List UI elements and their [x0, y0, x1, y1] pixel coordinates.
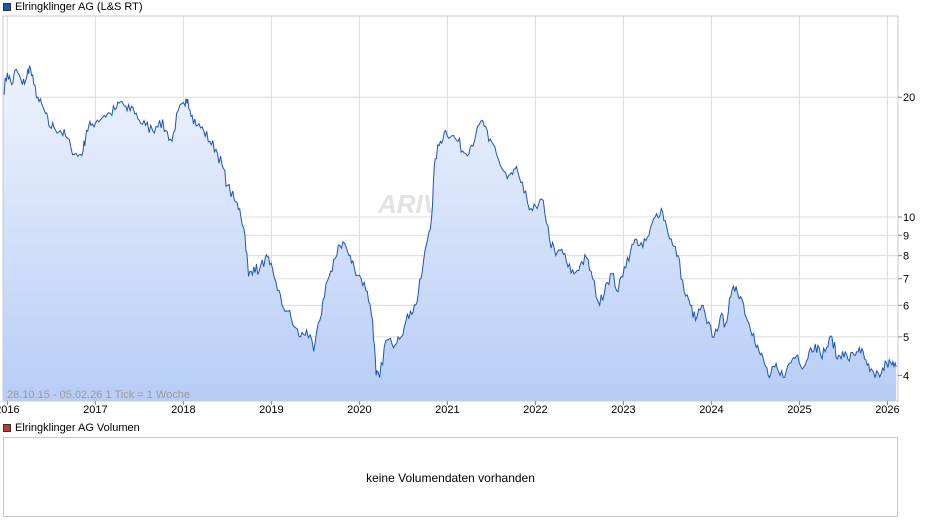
y-tick-label: 10: [903, 212, 915, 224]
y-axis-ticks: 4 5 6 7 8 9 10 20: [898, 92, 915, 382]
volume-legend-label: Elringklinger AG Volumen: [15, 422, 140, 434]
price-legend-swatch: [3, 3, 11, 11]
x-tick-label: 2018: [171, 404, 195, 416]
x-tick-label: 2021: [435, 404, 459, 416]
x-tick-label: 2020: [347, 404, 371, 416]
y-tick-label: 7: [903, 274, 909, 286]
x-tick-label: 2019: [259, 404, 283, 416]
price-area: [3, 65, 897, 401]
price-legend: Elringklinger AG (L&S RT): [3, 0, 143, 14]
x-tick-label: 2026: [875, 404, 899, 416]
y-tick-label: 20: [903, 92, 915, 104]
volume-legend-swatch: [3, 424, 11, 432]
x-tick-label: 2022: [523, 404, 547, 416]
price-legend-label: Elringklinger AG (L&S RT): [15, 1, 143, 13]
range-info: 28.10.15 - 05.02.26 1 Tick = 1 Woche: [7, 389, 190, 401]
volume-legend: Elringklinger AG Volumen: [3, 421, 140, 435]
y-tick-label: 9: [903, 230, 909, 242]
plot-frame: [2, 15, 899, 402]
x-tick-label: 2017: [83, 404, 107, 416]
volume-chart: keine Volumendaten vorhanden: [3, 437, 898, 517]
x-tick-label: 2024: [699, 404, 723, 416]
volume-empty-message: keine Volumendaten vorhanden: [366, 471, 535, 485]
y-tick-label: 6: [903, 300, 909, 312]
x-tick-label: 2025: [787, 404, 811, 416]
price-line: [2, 65, 897, 379]
x-tick-label: 2023: [611, 404, 635, 416]
x-tick-label: 2016: [0, 404, 20, 416]
y-tick-label: 8: [903, 251, 909, 263]
y-tick-label: 4: [903, 370, 909, 382]
y-tick-label: 5: [903, 332, 909, 344]
x-axis-ticks: 2016 2017 2018 2019 2020 2021 2022 2023 2024 2025…: [0, 401, 900, 416]
